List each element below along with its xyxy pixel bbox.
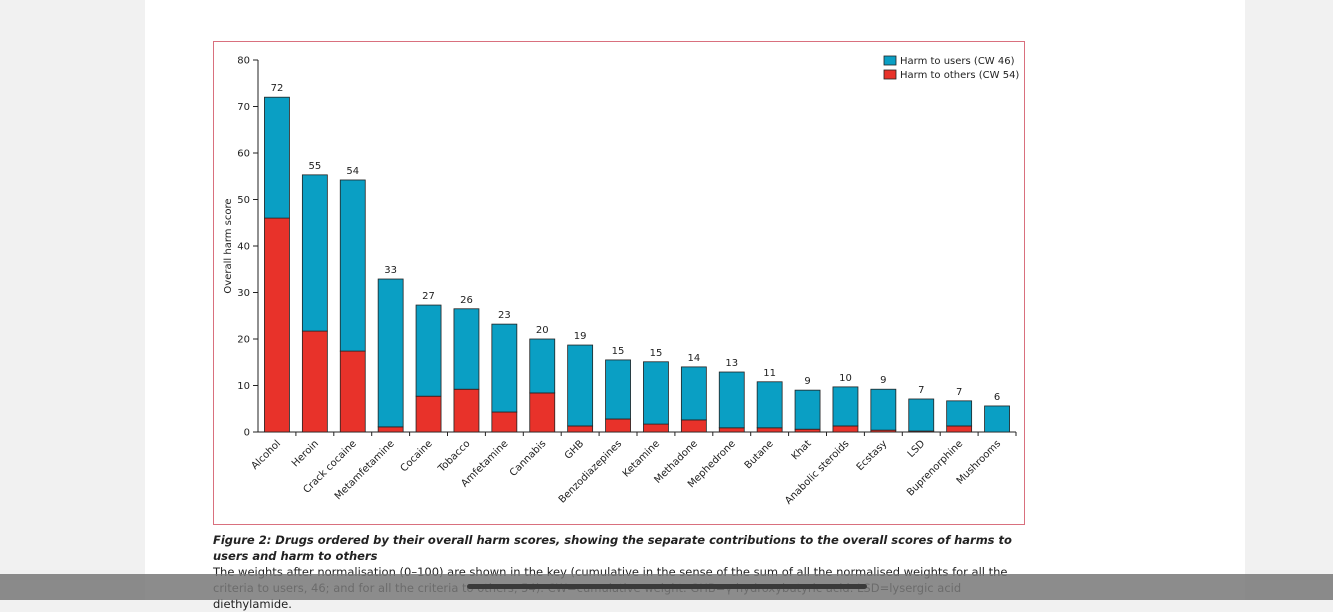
page-sheet [145, 0, 1245, 600]
legend-swatch [883, 55, 897, 66]
x-tick-label: Khat [790, 438, 814, 462]
y-axis-label: Overall harm score [223, 198, 234, 293]
bar-segment [567, 344, 594, 427]
caption: Figure 2: Drugs ordered by their overall… [213, 532, 1028, 612]
bar-segment [605, 359, 631, 420]
y-tick-label: 20 [237, 335, 250, 346]
x-tick-label: Tobacco [436, 438, 473, 475]
bar-segment [946, 400, 973, 427]
y-tick-label: 0 [244, 428, 250, 439]
y-tick-label: 40 [237, 242, 250, 253]
bar-segment [643, 361, 669, 425]
y-tick-label: 10 [237, 381, 250, 392]
bar-segment [680, 366, 707, 421]
bar-segment [264, 217, 290, 433]
bar-segment [301, 174, 328, 332]
total-label: 9 [804, 376, 810, 387]
bar-segment [832, 386, 859, 427]
x-tick-label: Alcohol [249, 438, 283, 472]
bar-segment [377, 278, 404, 428]
y-tick-label: 50 [237, 195, 250, 206]
bar-segment [946, 425, 973, 433]
bar-segment [870, 388, 897, 431]
caption-title: Figure 2: Drugs ordered by their overall… [213, 533, 1012, 563]
bottom-bar [0, 574, 1333, 600]
bar-segment [680, 419, 707, 433]
bar-segment [453, 388, 480, 433]
legend-swatch [883, 69, 897, 80]
chart-frame [213, 41, 1025, 525]
legend-label: Harm to others (CW 54) [900, 70, 1019, 81]
y-tick-label: 80 [237, 56, 250, 67]
total-label: 13 [725, 358, 738, 369]
x-tick-label: Benzodiazepines [557, 438, 624, 505]
x-tick-label: LSD [906, 438, 928, 460]
y-tick-label: 60 [237, 149, 250, 160]
bar-segment [832, 425, 859, 433]
total-label: 15 [650, 348, 663, 359]
bar-segment [415, 304, 442, 397]
total-label: 19 [574, 331, 587, 342]
bar-segment [794, 389, 821, 430]
x-tick-label: Heroin [290, 438, 321, 469]
total-label: 55 [308, 161, 321, 172]
total-label: 7 [956, 387, 962, 398]
bar-segment [529, 338, 556, 394]
y-tick-label: 70 [237, 102, 250, 113]
total-label: 10 [839, 373, 852, 384]
bar-segment [756, 427, 783, 433]
bar-segment [984, 405, 1010, 433]
bar-segment [643, 423, 669, 433]
total-label: 9 [880, 375, 886, 386]
total-label: 27 [422, 291, 435, 302]
x-tick-label: Butane [743, 438, 776, 471]
x-tick-label: Cannabis [508, 438, 548, 478]
total-label: 11 [763, 368, 776, 379]
bar-segment [339, 179, 366, 352]
bar-segment [756, 381, 783, 429]
total-label: 23 [498, 310, 511, 321]
bar-segment [908, 398, 935, 432]
bar-segment [415, 395, 442, 433]
bar-segment [377, 426, 404, 433]
total-label: 72 [271, 83, 284, 94]
scroll-handle[interactable] [467, 584, 867, 589]
x-tick-label: GHB [563, 438, 587, 462]
bar-segment [301, 330, 328, 433]
x-tick-label: Cocaine [399, 438, 435, 474]
bar-segment [718, 371, 745, 429]
bar-segment [794, 428, 821, 433]
bar-segment [567, 425, 594, 433]
bar-segment [453, 308, 480, 390]
bar-segment [529, 392, 556, 433]
total-label: 7 [918, 385, 924, 396]
y-tick-label: 30 [237, 288, 250, 299]
total-label: 6 [994, 392, 1000, 403]
total-label: 33 [384, 265, 397, 276]
total-label: 54 [346, 166, 359, 177]
bar-segment [264, 96, 290, 219]
legend-label: Harm to users (CW 46) [900, 56, 1015, 67]
bar-segment [605, 418, 631, 433]
bar-segment [491, 411, 518, 433]
bar-segment [491, 323, 518, 413]
x-tick-label: Ecstasy [855, 438, 890, 473]
total-label: 15 [612, 346, 625, 357]
total-label: 26 [460, 295, 473, 306]
total-label: 14 [687, 353, 700, 364]
x-tick-label: Anabolic steroids [783, 438, 851, 506]
bar-segment [339, 350, 366, 433]
bar-segment [718, 427, 745, 433]
total-label: 20 [536, 325, 549, 336]
